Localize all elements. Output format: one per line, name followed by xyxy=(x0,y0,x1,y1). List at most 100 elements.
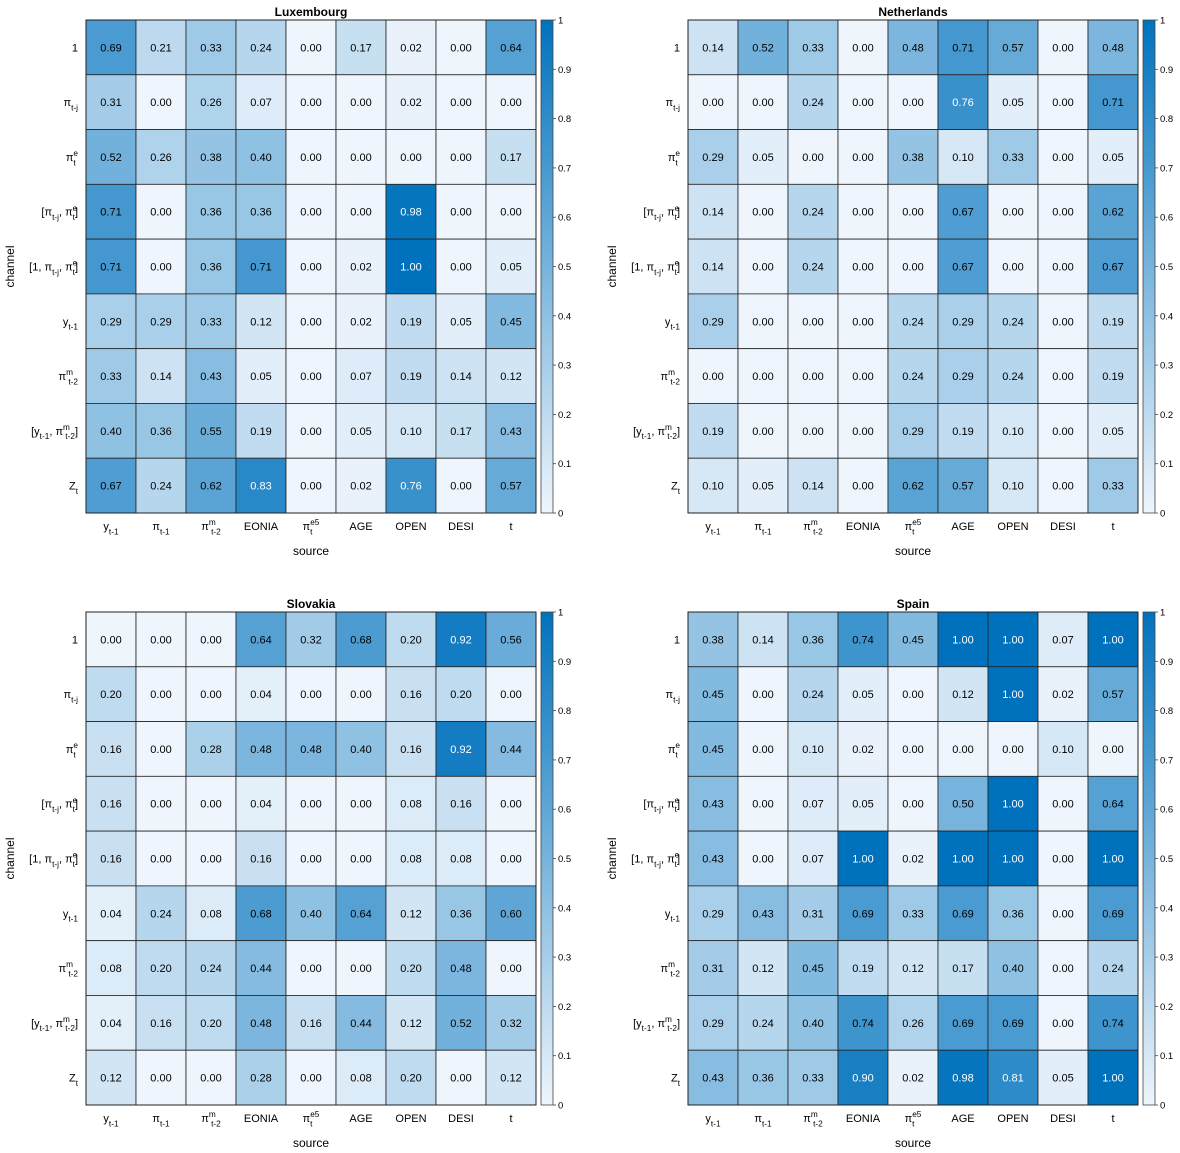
cell-value-label: 0.20 xyxy=(150,963,171,975)
heatmap-cell xyxy=(987,403,1039,459)
cell-value-label: 0.00 xyxy=(300,689,321,701)
cell-value-label: 0.08 xyxy=(450,854,471,866)
heatmap-cell xyxy=(737,293,789,350)
heatmap-cell xyxy=(135,293,187,350)
cell-value-label: 0.00 xyxy=(300,963,321,975)
heatmap-cell xyxy=(1037,19,1089,76)
heatmap-cell xyxy=(887,293,939,350)
cell-value-label: 0.00 xyxy=(200,854,221,866)
cell-value-label: 0.00 xyxy=(1052,207,1073,219)
heatmap-cell xyxy=(235,238,287,295)
cell-value-label: 0.43 xyxy=(752,908,773,920)
heatmap-cell xyxy=(85,1049,137,1106)
heatmap-cell xyxy=(887,775,939,832)
heatmap-cell xyxy=(1037,721,1089,777)
heatmap-cell xyxy=(285,995,337,1051)
colorbar xyxy=(1142,19,1156,514)
cell-value-label: 0.31 xyxy=(802,908,823,920)
cell-value-label: 0.00 xyxy=(902,262,923,274)
heatmap-cell xyxy=(485,775,537,832)
heatmap-cell xyxy=(335,293,387,350)
cell-value-label: 0.02 xyxy=(902,1073,923,1085)
cell-value-label: 0.00 xyxy=(752,744,773,756)
cell-value-label: 0.48 xyxy=(450,963,471,975)
heatmap-cell xyxy=(385,457,437,514)
heatmap-cell xyxy=(185,830,237,887)
heatmap-cell xyxy=(135,457,187,514)
cell-value-label: 0.00 xyxy=(300,426,321,438)
heatmap-cell xyxy=(235,940,287,996)
heatmap-cell xyxy=(135,995,187,1051)
cell-value-label: 0.00 xyxy=(1002,744,1023,756)
y-tick-label: [1, πt-j​, πet​] xyxy=(29,259,78,277)
cell-value-label: 0.14 xyxy=(702,207,723,219)
cell-value-label: 0.00 xyxy=(1052,963,1073,975)
heatmap-cell xyxy=(987,1049,1039,1106)
cell-value-label: 0.74 xyxy=(1102,1018,1123,1030)
cell-value-label: 0.33 xyxy=(802,1073,823,1085)
cell-value-label: 0.24 xyxy=(1102,963,1123,975)
heatmap-cell xyxy=(787,940,839,996)
cell-value-label: 0.20 xyxy=(400,634,421,646)
cell-value-label: 0.29 xyxy=(902,426,923,438)
cell-value-label: 0.43 xyxy=(702,1073,723,1085)
heatmap-cell xyxy=(385,403,437,459)
cell-value-label: 0.45 xyxy=(702,689,723,701)
cell-value-label: 0.24 xyxy=(802,262,823,274)
heatmap-cell xyxy=(737,775,789,832)
cell-value-label: 0.00 xyxy=(852,481,873,493)
heatmap-cell xyxy=(1037,885,1089,942)
chart-title: Spain xyxy=(897,597,930,611)
cell-value-label: 0.38 xyxy=(902,152,923,164)
cell-value-label: 0.92 xyxy=(450,744,471,756)
heatmap-cell xyxy=(787,830,839,887)
x-tick-label: AGE xyxy=(951,1113,974,1125)
cell-value-label: 0.29 xyxy=(702,1018,723,1030)
heatmap-cell xyxy=(185,611,237,668)
cell-value-label: 0.38 xyxy=(200,152,221,164)
colorbar-tick-label: 0 xyxy=(1160,1101,1165,1112)
cell-value-label: 0.00 xyxy=(300,799,321,811)
y-tick-label: πet​ xyxy=(66,741,79,759)
y-axis-label: channel xyxy=(3,245,17,287)
heatmap-cell xyxy=(987,183,1039,240)
cell-value-label: 0.48 xyxy=(902,42,923,54)
cell-value-label: 0.00 xyxy=(300,97,321,109)
cell-value-label: 1.00 xyxy=(1002,854,1023,866)
cell-value-label: 0.00 xyxy=(852,42,873,54)
cell-value-label: 0.24 xyxy=(150,908,171,920)
cell-value-label: 0.02 xyxy=(902,854,923,866)
cell-value-label: 0.00 xyxy=(702,371,723,383)
heatmap-cell xyxy=(385,129,437,185)
cell-value-label: 0.00 xyxy=(702,97,723,109)
heatmap-cell xyxy=(335,830,387,887)
cell-value-label: 0.19 xyxy=(400,371,421,383)
cell-value-label: 0.00 xyxy=(500,207,521,219)
heatmap-cell xyxy=(335,611,387,668)
heatmap-cell xyxy=(787,666,839,722)
cell-value-label: 0.20 xyxy=(200,1018,221,1030)
y-tick-label: πet​ xyxy=(668,741,681,759)
y-tick-label: [πt-j​, πet​] xyxy=(41,796,78,814)
cell-value-label: 0.00 xyxy=(1052,1018,1073,1030)
x-tick-label: yt-1​ xyxy=(705,1113,721,1128)
cell-value-label: 0.00 xyxy=(802,316,823,328)
cell-value-label: 0.00 xyxy=(952,744,973,756)
cell-value-label: 0.05 xyxy=(250,371,271,383)
heatmap-cell xyxy=(485,403,537,459)
cell-value-label: 0.45 xyxy=(802,963,823,975)
heatmap-cell xyxy=(687,183,739,240)
cell-value-label: 0.16 xyxy=(100,799,121,811)
cell-value-label: 0.08 xyxy=(350,1073,371,1085)
colorbar-tick-label: 0 xyxy=(558,1101,563,1112)
colorbar-tick-label: 0.3 xyxy=(1160,361,1173,372)
heatmap-cell xyxy=(837,238,889,295)
heatmap-cell xyxy=(235,403,287,459)
heatmap-cell xyxy=(435,1049,487,1106)
heatmap-cell xyxy=(987,238,1039,295)
heatmap-cell xyxy=(737,995,789,1051)
cell-value-label: 0.00 xyxy=(150,634,171,646)
heatmap-cell xyxy=(85,721,137,777)
